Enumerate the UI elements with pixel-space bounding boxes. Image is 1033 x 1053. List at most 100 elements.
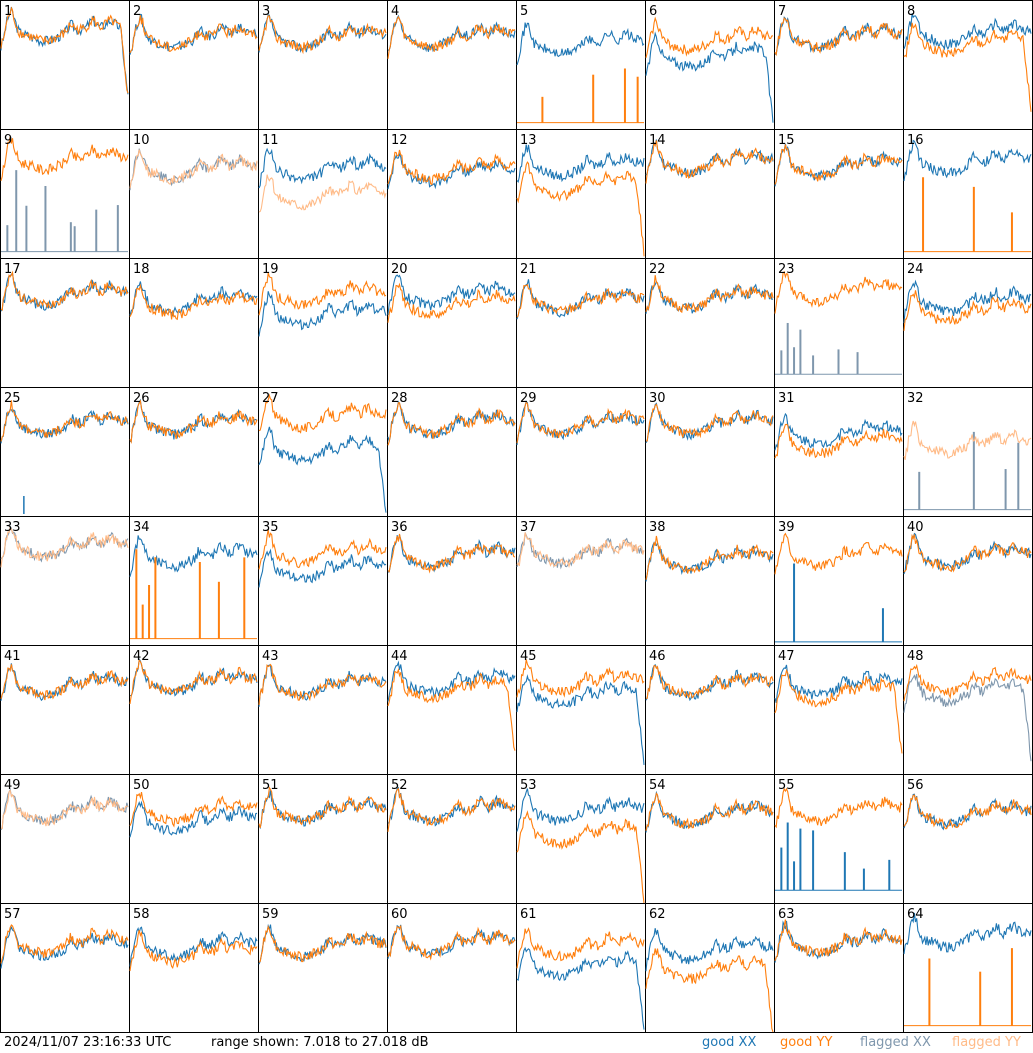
panel-13-xx-line bbox=[516, 144, 645, 183]
panel-62: 62 bbox=[645, 903, 775, 1033]
panel-frame bbox=[387, 516, 517, 646]
panel-label: 51 bbox=[262, 778, 279, 793]
panel-50: 50 bbox=[129, 774, 259, 904]
panel-55-yy-line bbox=[774, 787, 903, 829]
panel-44-yy-line bbox=[387, 667, 516, 751]
panel-label: 54 bbox=[649, 778, 666, 793]
panel-label: 30 bbox=[649, 391, 666, 406]
panel-frame bbox=[516, 516, 646, 646]
panel-frame bbox=[258, 774, 388, 904]
panel-label: 1 bbox=[4, 4, 12, 19]
panel-60: 60 bbox=[387, 903, 517, 1033]
panel-label: 6 bbox=[649, 4, 657, 19]
footer-bar: 2024/11/07 23:16:33 UTC range shown: 7.0… bbox=[0, 1033, 1033, 1053]
panel-label: 10 bbox=[133, 133, 150, 148]
panel-62-yy-line bbox=[645, 948, 774, 1033]
panel-34: 34 bbox=[129, 516, 259, 646]
panel-label: 18 bbox=[133, 262, 150, 277]
panel-44: 44 bbox=[387, 645, 517, 775]
panel-43-xx-line bbox=[258, 664, 387, 707]
panel-label: 2 bbox=[133, 4, 141, 19]
panel-48-yy-line bbox=[903, 663, 1032, 702]
panel-20: 20 bbox=[387, 258, 517, 388]
legend-flagged-yy: flagged YY bbox=[952, 1035, 1021, 1050]
panel-1: 1 bbox=[0, 0, 130, 130]
panel-61-yy-line bbox=[516, 927, 645, 969]
panel-label: 42 bbox=[133, 649, 150, 664]
panel-50-xx-line bbox=[129, 800, 258, 838]
panel-37: 37 bbox=[516, 516, 646, 646]
panel-frame bbox=[0, 903, 130, 1033]
panel-frame bbox=[129, 387, 259, 517]
panel-8-xx-line bbox=[903, 13, 1032, 51]
panel-frame bbox=[645, 129, 775, 259]
panel-frame bbox=[0, 0, 130, 130]
panel-33: 33 bbox=[0, 516, 130, 646]
panel-54-yy-line bbox=[645, 792, 774, 831]
panel-26: 26 bbox=[129, 387, 259, 517]
panel-22-yy-line bbox=[645, 275, 774, 314]
panel-58: 58 bbox=[129, 903, 259, 1033]
panel-label: 11 bbox=[262, 133, 279, 148]
panel-21: 21 bbox=[516, 258, 646, 388]
panel-18-yy-line bbox=[129, 283, 258, 321]
panel-frame bbox=[387, 0, 517, 130]
panel-39: 39 bbox=[774, 516, 904, 646]
panel-35-yy-line bbox=[258, 529, 387, 570]
panel-25: 25 bbox=[0, 387, 130, 517]
range-text: range shown: 7.018 to 27.018 dB bbox=[211, 1035, 429, 1050]
panel-label: 63 bbox=[778, 907, 795, 922]
panel-61: 61 bbox=[516, 903, 646, 1033]
panel-22: 22 bbox=[645, 258, 775, 388]
panel-10-yy-line bbox=[129, 149, 258, 189]
panel-8-yy-line bbox=[903, 22, 1032, 112]
panel-label: 56 bbox=[907, 778, 924, 793]
panel-label: 24 bbox=[907, 262, 924, 277]
panel-16: 16 bbox=[903, 129, 1033, 259]
panel-62-xx-line bbox=[645, 928, 774, 972]
panel-label: 34 bbox=[133, 520, 150, 535]
panel-frame bbox=[387, 387, 517, 517]
panel-6-xx-line bbox=[645, 31, 774, 123]
panel-6: 6 bbox=[645, 0, 775, 130]
panel-42-yy-line bbox=[129, 658, 258, 704]
panel-51: 51 bbox=[258, 774, 388, 904]
panel-frame bbox=[516, 129, 646, 259]
panel-9: 9 bbox=[0, 129, 130, 259]
panel-28: 28 bbox=[387, 387, 517, 517]
panel-41-yy-line bbox=[0, 664, 129, 701]
panel-label: 64 bbox=[907, 907, 924, 922]
panel-35: 35 bbox=[258, 516, 388, 646]
panel-17-yy-line bbox=[0, 270, 129, 311]
panel-41: 41 bbox=[0, 645, 130, 775]
panel-label: 31 bbox=[778, 391, 795, 406]
panel-frame bbox=[0, 129, 130, 259]
panel-frame bbox=[645, 516, 775, 646]
panel-11: 11 bbox=[258, 129, 388, 259]
panel-label: 35 bbox=[262, 520, 279, 535]
panel-label: 53 bbox=[520, 778, 537, 793]
panel-frame bbox=[516, 645, 646, 775]
panel-frame bbox=[645, 387, 775, 517]
panel-frame bbox=[387, 774, 517, 904]
panel-label: 47 bbox=[778, 649, 795, 664]
panel-label: 44 bbox=[391, 649, 408, 664]
panel-39-yy-line bbox=[774, 532, 903, 575]
panel-56: 56 bbox=[903, 774, 1033, 904]
panel-36: 36 bbox=[387, 516, 517, 646]
panel-label: 46 bbox=[649, 649, 666, 664]
panel-55: 55 bbox=[774, 774, 904, 904]
panel-label: 17 bbox=[4, 262, 21, 277]
panel-53-xx-line bbox=[516, 788, 645, 832]
panel-29-yy-line bbox=[516, 401, 645, 444]
panel-51-yy-line bbox=[258, 786, 387, 829]
panel-14: 14 bbox=[645, 129, 775, 259]
panel-42: 42 bbox=[129, 645, 259, 775]
panel-23: 23 bbox=[774, 258, 904, 388]
panel-35-xx-line bbox=[258, 548, 387, 588]
panel-label: 60 bbox=[391, 907, 408, 922]
panel-frame bbox=[645, 645, 775, 775]
panel-45-xx-line bbox=[516, 674, 645, 765]
panel-63-yy-line bbox=[774, 919, 903, 961]
panel-label: 16 bbox=[907, 133, 924, 148]
